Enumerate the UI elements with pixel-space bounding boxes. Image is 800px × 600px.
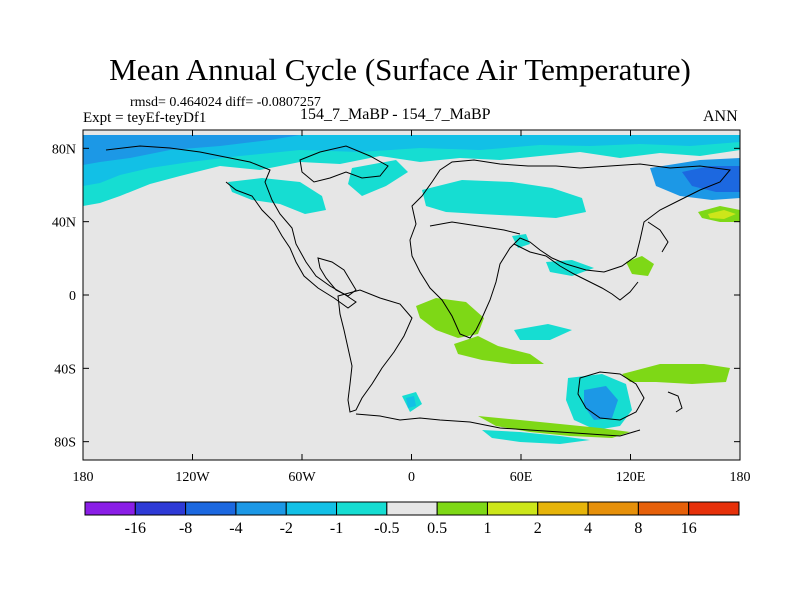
coastline-south-america xyxy=(337,289,413,413)
period-subtitle: 154_7_MaBP - 154_7_MaBP xyxy=(300,106,491,123)
colorbar-swatch xyxy=(285,501,338,516)
colorbar-swatch xyxy=(637,501,690,516)
coastline-australia xyxy=(577,371,645,421)
anomaly-region-pacific-warm-core xyxy=(708,210,736,219)
coastline-north-america xyxy=(105,145,357,309)
anomaly-region-north-atlantic xyxy=(348,160,408,196)
colorbar-swatch xyxy=(84,501,136,516)
colorbar-swatch xyxy=(386,501,438,516)
colorbar-label: -4 xyxy=(229,520,242,537)
colorbar-label: 8 xyxy=(634,520,642,537)
lat-tick-label: 80N xyxy=(52,142,76,157)
colorbar-label: -0.5 xyxy=(374,520,399,537)
coastlines xyxy=(105,145,731,437)
colorbar-label: -2 xyxy=(280,520,293,537)
map-title: Mean Annual Cycle (Surface Air Temperatu… xyxy=(109,52,691,87)
anomaly-region-antarctic-coast xyxy=(478,416,630,438)
experiment-label: Expt = teyEf-teyDf1 xyxy=(83,110,207,126)
anomaly-region-south-pacific-warm xyxy=(622,364,730,384)
lon-tick-label: 0 xyxy=(408,470,415,485)
lat-tick-label: 0 xyxy=(69,289,76,304)
anomaly-region-africa-south-warm xyxy=(454,336,544,364)
colorbar-swatch xyxy=(537,501,589,516)
anomaly-region-africa-west xyxy=(512,234,530,248)
colorbar-label: 0.5 xyxy=(427,520,447,537)
anomaly-region-north-america xyxy=(228,178,326,214)
colorbar-swatch xyxy=(486,501,539,516)
colorbar-label: 16 xyxy=(681,520,697,537)
lon-tick-label: 180 xyxy=(730,470,751,485)
latitude-axis: 80N 40N 0 40S 80S xyxy=(52,142,740,451)
lat-tick-label: 40S xyxy=(54,362,76,377)
anomaly-region-south-atlantic-warm xyxy=(416,298,484,338)
colorbar-swatch xyxy=(587,501,639,516)
lat-tick-label: 40N xyxy=(52,216,76,231)
colorbar-label: -8 xyxy=(179,520,192,537)
colorbar-label: 1 xyxy=(483,520,491,537)
anomaly-region-east-asia xyxy=(626,256,654,276)
anomaly-region-indian-ocean xyxy=(514,324,572,340)
lon-tick-label: 120W xyxy=(175,470,210,485)
coastline-new-zealand xyxy=(667,391,683,413)
anomaly-region-southern-ocean-core xyxy=(584,386,618,420)
anomaly-region-arctic-core xyxy=(83,135,740,186)
colorbar-swatch xyxy=(688,501,740,516)
lon-tick-label: 60W xyxy=(288,470,316,485)
lon-tick-label: 60E xyxy=(510,470,533,485)
rmsd-diff-stats: rmsd= 0.464024 diff= -0.0807257 xyxy=(130,95,321,110)
lat-tick-label: 80S xyxy=(54,436,76,451)
colorbar-swatch xyxy=(235,501,287,516)
colorbar-swatch xyxy=(185,501,237,516)
lon-tick-label: 120E xyxy=(616,470,646,485)
colorbar-label: 4 xyxy=(584,520,592,537)
coastline-central-america xyxy=(317,257,357,297)
lon-tick-label: 180 xyxy=(73,470,94,485)
anomaly-region-east-siberia-core xyxy=(682,166,740,192)
coastline-europe-africa xyxy=(409,159,731,339)
anomaly-region-weddell xyxy=(406,396,416,408)
coastline-mediterranean xyxy=(429,221,521,235)
longitude-axis: 180 120W 60W 0 60E 120E 180 xyxy=(73,130,751,485)
coastline-hudson-greenland xyxy=(299,145,389,183)
colorbar-swatch xyxy=(134,501,187,516)
anomaly-region-eurasia xyxy=(422,180,586,218)
colorbar-swatch xyxy=(436,501,488,516)
coastline-arabia-india xyxy=(513,243,639,301)
anomaly-contours xyxy=(83,135,740,444)
colorbar-swatch xyxy=(336,501,388,516)
colorbar: -16 -8 -4 -2 -1 -0.5 0.5 1 2 4 8 16 xyxy=(84,501,740,537)
coastline-antarctica xyxy=(355,413,641,437)
colorbar-label: -16 xyxy=(125,520,146,537)
anomaly-region-arctic-strong xyxy=(83,135,300,165)
colorbar-label: 2 xyxy=(534,520,542,537)
coastline-japan xyxy=(647,221,669,253)
anomaly-region-antarctic-cold xyxy=(482,430,590,444)
season-label: ANN xyxy=(703,108,738,125)
colorbar-label: -1 xyxy=(330,520,343,537)
